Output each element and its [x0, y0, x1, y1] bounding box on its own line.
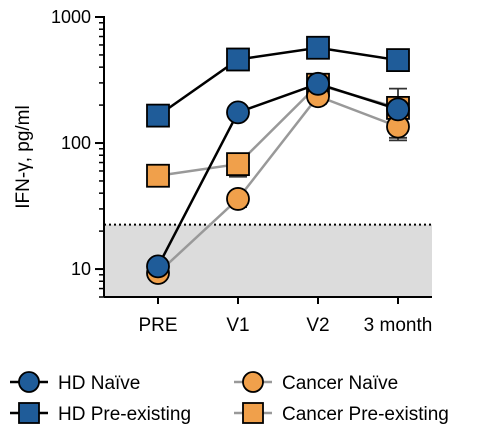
legend-item-hd-pre-existing: HD Pre-existing — [10, 402, 191, 425]
series-cancer-pre-existing — [146, 72, 410, 188]
data-point-hd-pre-existing-v2 — [306, 35, 330, 60]
legend-label: Cancer Naïve — [282, 373, 398, 394]
legend-marker — [242, 371, 264, 393]
data-point-hd-pre-existing-v1 — [226, 47, 250, 72]
legend-item-cancer-pre-existing: Cancer Pre-existing — [234, 402, 449, 425]
data-point-hd-pre-existing-3-month — [386, 48, 410, 72]
series-line — [156, 82, 399, 267]
x-tick-label-3-month: 3 month — [364, 315, 433, 336]
legend-item-hd-na-ve: HD Naïve — [10, 371, 140, 394]
data-point-cancer-pre-existing-pre — [146, 163, 170, 188]
y-axis-label: IFN-γ, pg/ml — [13, 105, 34, 208]
legend-marker — [242, 402, 264, 424]
legend-label: HD Naïve — [58, 373, 140, 394]
legend-label: Cancer Pre-existing — [282, 404, 449, 425]
data-point-cancer-na-ve-v1 — [226, 187, 250, 211]
series-line — [157, 46, 399, 117]
x-tick-label-v1: V1 — [226, 315, 249, 336]
legend-item-cancer-na-ve: Cancer Naïve — [234, 371, 398, 394]
y-tick-label: 100 — [61, 133, 91, 153]
data-point-cancer-pre-existing-v1 — [226, 152, 250, 177]
legend-marker — [18, 371, 40, 393]
data-point-hd-na-ve-pre — [146, 254, 170, 279]
legend: HD Naïve HD Pre-existing Cancer Naïve Cance… — [10, 371, 449, 425]
legend-marker — [18, 402, 40, 424]
axes: 10 100 1000 PRE V1 V2 3 month IFN-γ, pg/ml — [13, 7, 432, 336]
data-point-hd-na-ve-v1 — [226, 100, 250, 125]
legend-label: HD Pre-existing — [58, 404, 191, 425]
x-tick-label-v2: V2 — [306, 315, 329, 336]
plot-area — [104, 35, 432, 297]
data-point-hd-na-ve-v2 — [306, 71, 330, 96]
data-point-hd-na-ve-3-month — [386, 97, 410, 122]
series-hd-pre-existing — [146, 35, 410, 128]
y-tick-label: 1000 — [51, 7, 91, 27]
data-point-hd-pre-existing-pre — [146, 103, 170, 128]
series-line — [157, 94, 399, 274]
series-hd-na-ve — [146, 71, 410, 279]
x-tick-label-pre: PRE — [138, 315, 177, 336]
y-tick-label: 10 — [71, 259, 91, 279]
